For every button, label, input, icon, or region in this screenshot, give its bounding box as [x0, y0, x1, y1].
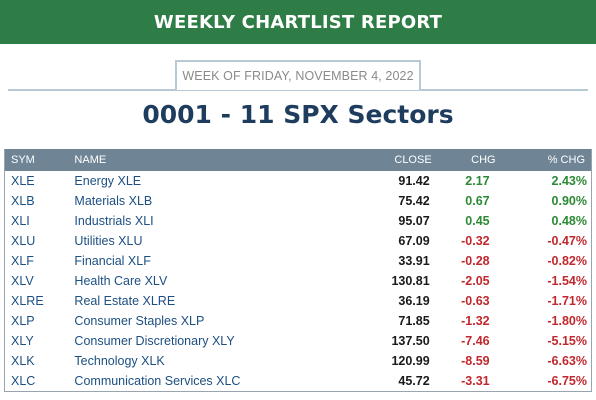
header-chg[interactable]: CHG [471, 154, 496, 166]
table-body: XLE Energy XLE 91.42 2.17 2.43% XLB Mate… [5, 171, 592, 391]
close-value: 75.42 [398, 194, 430, 208]
sector-name-link[interactable]: Communication Services XLC [74, 373, 241, 388]
close-value: 71.85 [398, 314, 430, 328]
table-row[interactable]: XLF Financial XLF 33.91 -0.28 -0.82% [5, 251, 592, 271]
percent-change-value: -5.15% [547, 334, 587, 348]
sector-name-link[interactable]: Consumer Staples XLP [74, 314, 205, 328]
percent-change-value: -6.63% [547, 354, 587, 368]
close-value: 95.07 [398, 214, 430, 228]
week-label-box: WEEK OF FRIDAY, NOVEMBER 4, 2022 [175, 60, 421, 90]
symbol-link[interactable]: XLB [11, 194, 35, 208]
symbol-link[interactable]: XLK [11, 354, 35, 368]
sector-name-link[interactable]: Consumer Discretionary XLY [74, 334, 235, 348]
percent-change-value: -6.75% [547, 373, 587, 388]
close-value: 130.81 [391, 274, 430, 288]
header-close[interactable]: CLOSE [394, 154, 432, 166]
change-value: -8.59 [461, 354, 490, 368]
table-row[interactable]: XLB Materials XLB 75.42 0.67 0.90% [5, 191, 592, 211]
percent-change-value: -1.71% [547, 294, 587, 308]
table-row[interactable]: XLK Technology XLK 120.99 -8.59 -6.63% [5, 351, 592, 371]
symbol-link[interactable]: XLRE [11, 294, 44, 308]
percent-change-value: -0.82% [547, 254, 587, 268]
table-row[interactable]: XLY Consumer Discretionary XLY 137.50 -7… [5, 331, 592, 351]
close-value: 67.09 [398, 234, 430, 248]
banner-title: WEEKLY CHARTLIST REPORT [153, 11, 443, 33]
header-name[interactable]: NAME [74, 154, 107, 166]
symbol-link[interactable]: XLF [11, 254, 34, 268]
sector-name-link[interactable]: Energy XLE [74, 174, 142, 188]
change-value: -3.31 [461, 373, 490, 388]
table-row[interactable]: XLV Health Care XLV 130.81 -2.05 -1.54% [5, 271, 592, 291]
percent-change-value: 0.48% [551, 214, 587, 228]
sector-name-link[interactable]: Industrials XLI [74, 214, 154, 228]
sector-name-link[interactable]: Utilities XLU [74, 234, 143, 248]
change-value: -2.05 [461, 274, 490, 288]
header-pct-chg[interactable]: % CHG [547, 154, 585, 166]
change-value: 0.67 [465, 194, 490, 208]
table-row[interactable]: XLRE Real Estate XLRE 36.19 -0.63 -1.71% [5, 291, 592, 311]
symbol-link[interactable]: XLC [11, 373, 36, 388]
change-value: 0.45 [465, 214, 490, 228]
close-value: 36.19 [398, 294, 430, 308]
table-row[interactable]: XLI Industrials XLI 95.07 0.45 0.48% [5, 211, 592, 231]
page-title: 0001 - 11 SPX Sectors [142, 100, 454, 129]
change-value: -0.28 [461, 254, 490, 268]
table-header-row: SYM NAME CLOSE CHG % CHG [4, 149, 592, 171]
sector-name-link[interactable]: Technology XLK [74, 354, 165, 368]
change-value: -1.32 [461, 314, 490, 328]
table-row[interactable]: XLP Consumer Staples XLP 71.85 -1.32 -1.… [5, 311, 592, 331]
close-value: 91.42 [398, 174, 430, 188]
symbol-link[interactable]: XLE [11, 174, 35, 188]
sector-name-link[interactable]: Real Estate XLRE [74, 294, 176, 308]
percent-change-value: -0.47% [547, 234, 587, 248]
change-value: -0.32 [461, 234, 490, 248]
report-banner: WEEKLY CHARTLIST REPORT [0, 0, 596, 44]
sectors-table: SYM NAME CLOSE CHG % CHG XLE Energy XLE … [4, 149, 592, 392]
table-row[interactable]: XLC Communication Services XLC 45.72 -3.… [5, 371, 592, 391]
symbol-link[interactable]: XLU [11, 234, 36, 248]
week-divider [8, 89, 588, 91]
symbol-link[interactable]: XLV [11, 274, 34, 288]
sector-name-link[interactable]: Health Care XLV [74, 274, 168, 288]
change-value: -7.46 [461, 334, 490, 348]
close-value: 120.99 [391, 354, 430, 368]
symbol-link[interactable]: XLI [11, 214, 30, 228]
sector-name-link[interactable]: Materials XLB [74, 194, 153, 208]
symbol-link[interactable]: XLP [11, 314, 35, 328]
percent-change-value: -1.80% [547, 314, 587, 328]
week-label: WEEK OF FRIDAY, NOVEMBER 4, 2022 [182, 69, 414, 83]
table-row[interactable]: XLU Utilities XLU 67.09 -0.32 -0.47% [5, 231, 592, 251]
header-sym[interactable]: SYM [11, 154, 35, 166]
percent-change-value: -1.54% [547, 274, 587, 288]
change-value: -0.63 [461, 294, 490, 308]
change-value: 2.17 [465, 174, 490, 188]
percent-change-value: 0.90% [551, 194, 587, 208]
close-value: 45.72 [398, 373, 430, 388]
percent-change-value: 2.43% [551, 174, 587, 188]
symbol-link[interactable]: XLY [11, 334, 34, 348]
table-row[interactable]: XLE Energy XLE 91.42 2.17 2.43% [5, 171, 592, 191]
sector-name-link[interactable]: Financial XLF [74, 254, 151, 268]
close-value: 137.50 [391, 334, 430, 348]
close-value: 33.91 [398, 254, 430, 268]
